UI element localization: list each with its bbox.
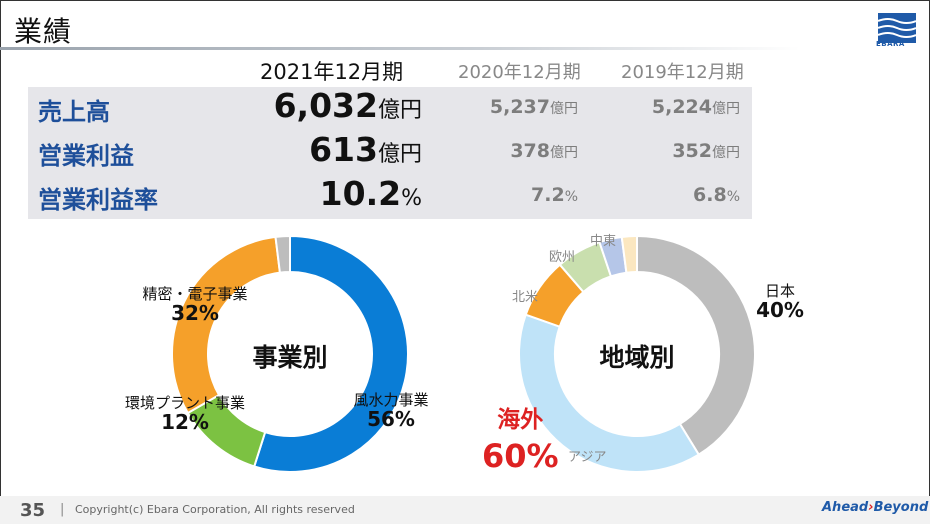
segment-name-fluid: 風水力事業 xyxy=(353,391,429,409)
op-margin-prev2-unit: % xyxy=(726,189,740,205)
row-label-operating-profit: 営業利益 xyxy=(38,142,134,170)
op-profit-prev2-unit: 億円 xyxy=(712,145,740,161)
op-profit-current-unit: 億円 xyxy=(377,142,422,167)
op-margin-prev1-unit: % xyxy=(564,189,578,205)
sales-current-value: 6,032 xyxy=(273,86,378,125)
results-table xyxy=(28,87,752,219)
op-margin-prev1-value: 7.2 xyxy=(531,184,565,206)
sales-current-unit: 億円 xyxy=(377,98,422,123)
sales-prev2-unit: 億円 xyxy=(712,101,740,117)
sales-current: 6,032億円 xyxy=(22,86,422,125)
tagline-beyond: Beyond xyxy=(873,500,929,515)
region-label-japan: 日本 40% xyxy=(750,282,810,320)
segment-pct-fluid: 56% xyxy=(367,407,415,431)
op-margin-current-value: 10.2 xyxy=(319,174,402,213)
op-profit-prev2-value: 352 xyxy=(672,140,712,162)
row-label-operating-margin: 営業利益率 xyxy=(38,186,158,214)
op-margin-current: 10.2% xyxy=(22,174,422,213)
op-profit-current-value: 613 xyxy=(309,130,378,169)
op-profit-prev1-value: 378 xyxy=(510,140,550,162)
sales-prev2-value: 5,224 xyxy=(651,96,712,118)
segment-pct-precision: 32% xyxy=(171,301,219,325)
segment-name-environment: 環境プラント事業 xyxy=(124,394,245,412)
row-label-sales: 売上高 xyxy=(38,98,110,126)
segment-pct-environment: 12% xyxy=(161,410,209,434)
region-label-asia: アジア xyxy=(568,450,607,465)
slide-title: 業績 xyxy=(14,15,73,48)
business-slice-3 xyxy=(274,234,291,274)
ebara-logo-icon xyxy=(878,13,916,43)
sales-prev1-unit: 億円 xyxy=(550,101,578,117)
tagline-ahead: Ahead xyxy=(822,500,869,515)
region-label-north-america: 北米 xyxy=(512,290,539,305)
period-header-prev1: 2020年12月期 xyxy=(458,62,581,83)
period-header-current: 2021年12月期 xyxy=(260,60,404,84)
sales-prev1-value: 5,237 xyxy=(489,96,550,118)
op-margin-prev1: 7.2% xyxy=(440,184,578,206)
region-pct-japan: 40% xyxy=(756,298,804,322)
op-margin-prev2-value: 6.8 xyxy=(693,184,727,206)
op-profit-prev1-unit: 億円 xyxy=(550,145,578,161)
overseas-callout: 海外 60% xyxy=(482,402,559,474)
segment-label-fluid: 風水力事業 56% xyxy=(336,391,446,429)
region-name-japan: 日本 xyxy=(764,282,795,300)
region-slice-0 xyxy=(636,234,756,456)
tagline: Ahead›Beyond xyxy=(822,500,928,515)
overseas-pct: 60% xyxy=(482,437,559,475)
region-label-europe: 欧州 xyxy=(549,250,576,265)
op-profit-prev1: 378億円 xyxy=(440,140,578,162)
segment-label-environment: 環境プラント事業 12% xyxy=(105,394,265,432)
copyright-text: Copyright(c) Ebara Corporation, All righ… xyxy=(75,503,355,516)
op-profit-current: 613億円 xyxy=(22,130,422,169)
region-slice-5 xyxy=(620,234,638,274)
region-label-middle-east: 中東 xyxy=(590,234,617,249)
op-margin-prev2: 6.8% xyxy=(602,184,740,206)
sales-prev1: 5,237億円 xyxy=(440,96,578,118)
business-slice-0 xyxy=(252,234,409,473)
segment-label-precision: 精密・電子事業 32% xyxy=(120,285,270,323)
tagline-arrow-icon: › xyxy=(868,500,874,515)
sales-prev2: 5,224億円 xyxy=(602,96,740,118)
title-underline xyxy=(0,47,800,50)
overseas-label: 海外 xyxy=(497,407,544,433)
footer-separator: | xyxy=(60,502,65,517)
brand-name: EBARA xyxy=(876,40,905,48)
op-profit-prev2: 352億円 xyxy=(602,140,740,162)
op-margin-current-unit: % xyxy=(401,186,422,211)
region-chart-center-label: 地域別 xyxy=(599,343,675,372)
region-donut-chart xyxy=(518,234,756,473)
business-chart-center-label: 事業別 xyxy=(252,343,328,372)
business-segment-donut-chart xyxy=(171,234,409,473)
footer-bar xyxy=(0,496,930,524)
segment-name-precision: 精密・電子事業 xyxy=(142,285,248,303)
period-header-prev2: 2019年12月期 xyxy=(621,62,744,83)
page-number: 35 xyxy=(20,500,46,521)
region-slice-1 xyxy=(518,313,701,473)
